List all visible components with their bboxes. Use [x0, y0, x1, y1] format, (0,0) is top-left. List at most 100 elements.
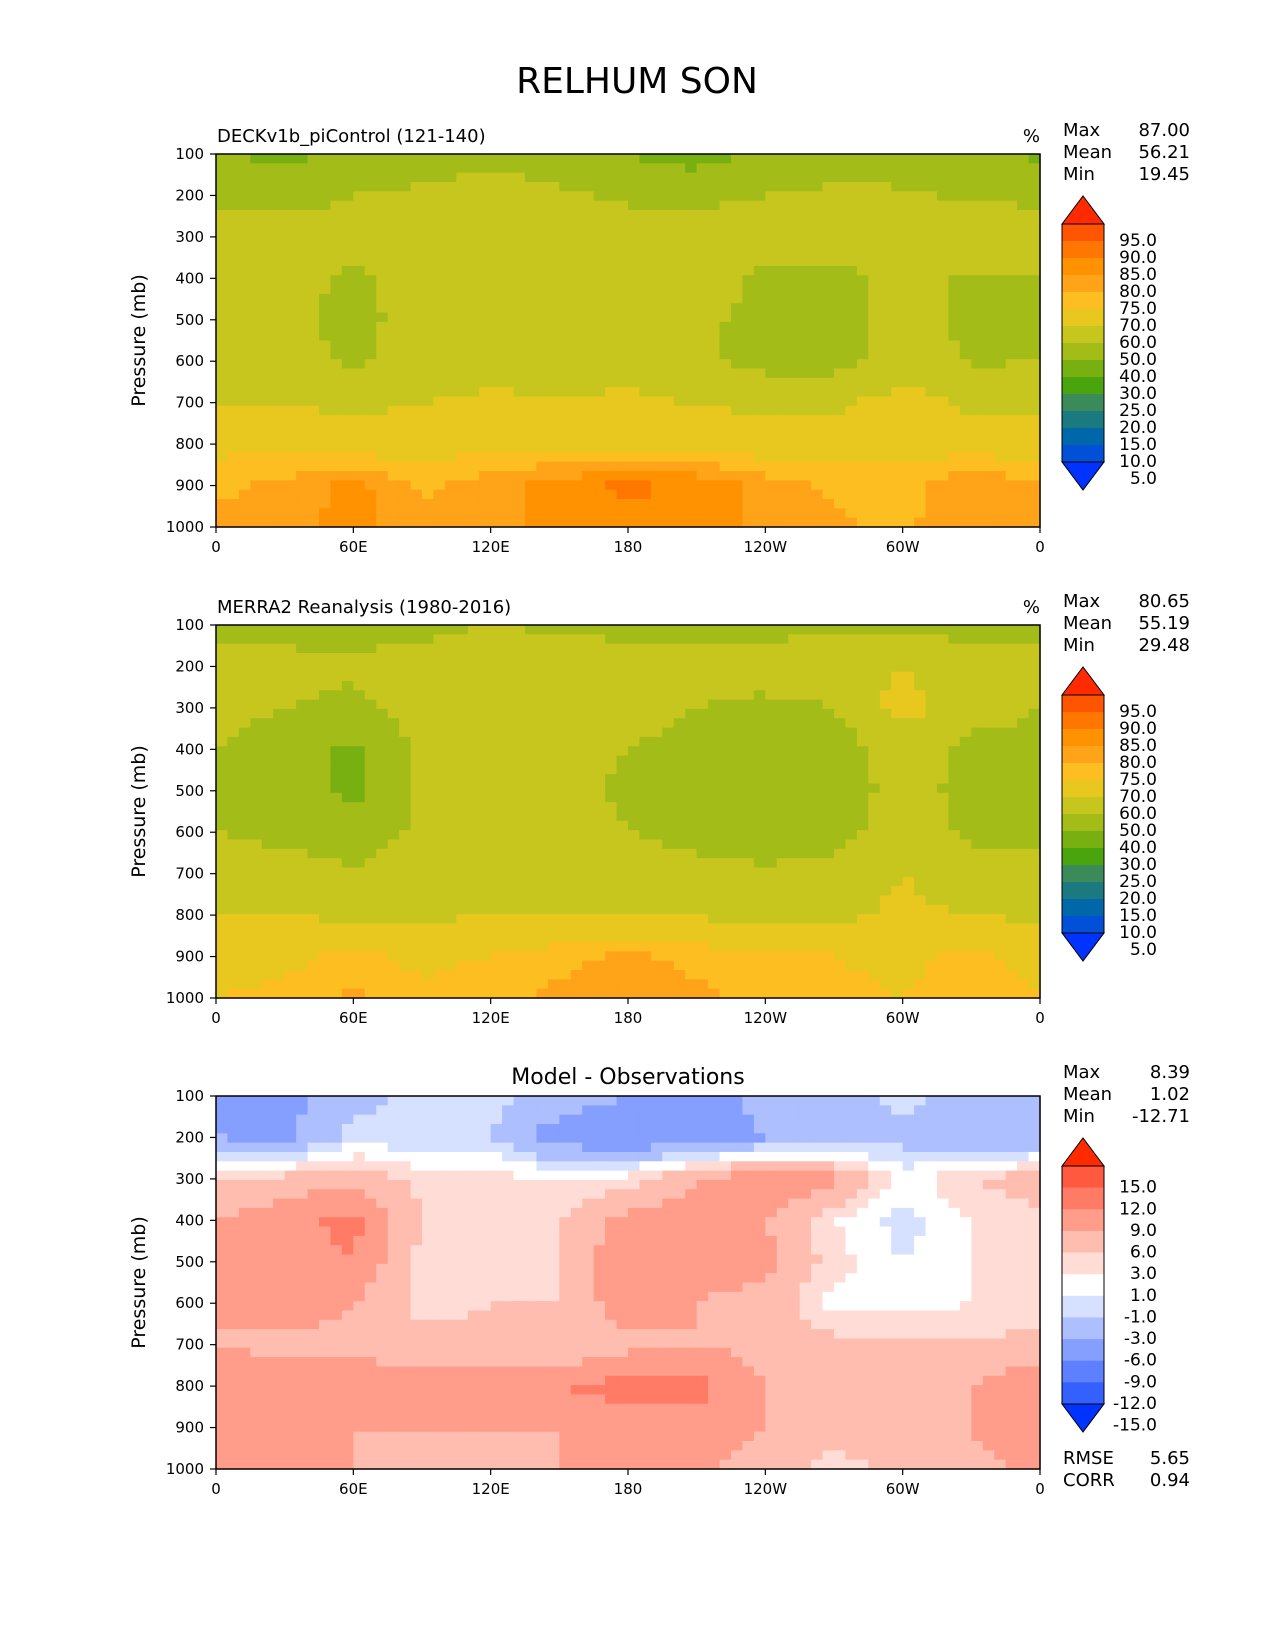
heatmap-cell: [525, 452, 538, 463]
heatmap-cell: [536, 643, 549, 654]
heatmap-cell: [879, 209, 892, 220]
heatmap-cell: [422, 349, 435, 360]
heatmap-cell: [341, 708, 354, 719]
heatmap-cell: [502, 508, 515, 519]
heatmap-cell: [902, 228, 915, 239]
heatmap-cell: [845, 727, 858, 738]
heatmap-cell: [902, 774, 915, 785]
heatmap-cell: [410, 349, 423, 360]
heatmap-cell: [914, 247, 927, 258]
heatmap-cell: [490, 858, 503, 869]
heatmap-cell: [982, 736, 995, 747]
heatmap-cell: [696, 331, 709, 342]
heatmap-cell: [685, 387, 698, 398]
heatmap-cell: [971, 508, 984, 519]
heatmap-cell: [776, 331, 789, 342]
heatmap-cell: [376, 820, 389, 831]
heatmap-cell: [296, 331, 309, 342]
heatmap-cell: [662, 321, 675, 332]
heatmap-cell: [250, 256, 263, 267]
heatmap-cell: [456, 256, 469, 267]
heatmap-cell: [399, 764, 412, 775]
heatmap-cell: [261, 471, 274, 481]
heatmap-cell: [708, 415, 721, 426]
heatmap-cell: [776, 303, 789, 314]
heatmap-cell: [593, 359, 606, 370]
heatmap-cell: [387, 275, 400, 286]
heatmap-cell: [994, 876, 1007, 887]
heatmap-cell: [582, 755, 595, 766]
heatmap-cell: [650, 303, 663, 314]
heatmap-cell: [422, 671, 435, 682]
heatmap-cell: [753, 764, 766, 775]
heatmap-cell: [410, 209, 423, 220]
heatmap-cell: [536, 699, 549, 710]
heatmap-cell: [959, 405, 972, 416]
heatmap-cell: [273, 303, 286, 314]
heatmap-cell: [502, 349, 515, 360]
heatmap-cell: [856, 265, 869, 276]
heatmap-cell: [376, 256, 389, 267]
heatmap-cell: [948, 489, 961, 500]
heatmap-cell: [765, 727, 778, 738]
heatmap-cell: [971, 209, 984, 220]
heatmap-cell: [422, 783, 435, 794]
heatmap-cell: [353, 415, 366, 426]
heatmap-cell: [319, 886, 332, 897]
heatmap-cell: [616, 181, 629, 192]
heatmap-cell: [570, 312, 583, 323]
heatmap-cell: [1028, 830, 1041, 841]
heatmap-cell: [593, 256, 606, 267]
heatmap-cell: [662, 876, 675, 887]
heatmap-cell: [753, 181, 766, 192]
heatmap-cell: [1005, 405, 1018, 416]
heatmap-cell: [685, 876, 698, 887]
heatmap-cell: [662, 652, 675, 663]
heatmap-cell: [1028, 867, 1041, 878]
heatmap-cell: [296, 802, 309, 813]
heatmap-cell: [650, 508, 663, 519]
heatmap-cell: [742, 708, 755, 719]
heatmap-cell: [502, 820, 515, 831]
heatmap-cell: [296, 839, 309, 850]
heatmap-cell: [261, 783, 274, 794]
heatmap-cell: [673, 200, 686, 211]
heatmap-cell: [238, 247, 251, 258]
heatmap-cell: [799, 830, 812, 841]
heatmap-cell: [639, 200, 652, 211]
heatmap-cell: [387, 708, 400, 719]
heatmap-cell: [994, 461, 1007, 472]
heatmap-cell: [227, 690, 240, 701]
heatmap-cell: [788, 471, 801, 481]
heatmap-cell: [685, 172, 698, 183]
heatmap-cell: [284, 499, 297, 509]
heatmap-cell: [834, 839, 847, 850]
heatmap-cell: [765, 499, 778, 509]
heatmap-cell: [811, 377, 824, 388]
heatmap-cell: [719, 727, 732, 738]
stat-label-mean: Mean: [1063, 142, 1112, 163]
heatmap-cell: [982, 209, 995, 220]
heatmap-cell: [582, 219, 595, 230]
heatmap-cell: [353, 452, 366, 463]
heatmap-cell: [845, 200, 858, 211]
heatmap-cell: [559, 396, 572, 407]
heatmap-cell: [502, 359, 515, 370]
heatmap-cell: [364, 634, 377, 645]
heatmap-cell: [605, 783, 618, 794]
heatmap-cell: [364, 489, 377, 500]
heatmap-cell: [788, 349, 801, 360]
heatmap-cell: [834, 256, 847, 267]
heatmap-cell: [296, 680, 309, 691]
heatmap-cell: [307, 219, 320, 230]
heatmap-cell: [788, 172, 801, 183]
heatmap-cell: [616, 377, 629, 388]
heatmap-cell: [261, 652, 274, 663]
colorbar-swatch: [1062, 241, 1104, 259]
heatmap-cell: [1017, 237, 1030, 248]
heatmap-cell: [925, 415, 938, 426]
heatmap-cell: [639, 727, 652, 738]
heatmap-cell: [799, 699, 812, 710]
heatmap-cell: [811, 387, 824, 398]
heatmap-cell: [364, 718, 377, 729]
